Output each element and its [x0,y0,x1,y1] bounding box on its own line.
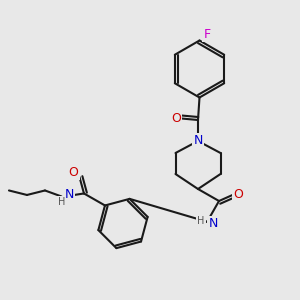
Text: H: H [197,215,205,226]
Text: O: O [171,112,181,125]
Text: N: N [193,134,203,148]
Text: O: O [68,166,78,179]
Text: F: F [203,28,211,41]
Text: N: N [208,217,218,230]
Text: H: H [58,197,65,208]
Text: O: O [233,188,243,202]
Text: N: N [64,188,74,201]
